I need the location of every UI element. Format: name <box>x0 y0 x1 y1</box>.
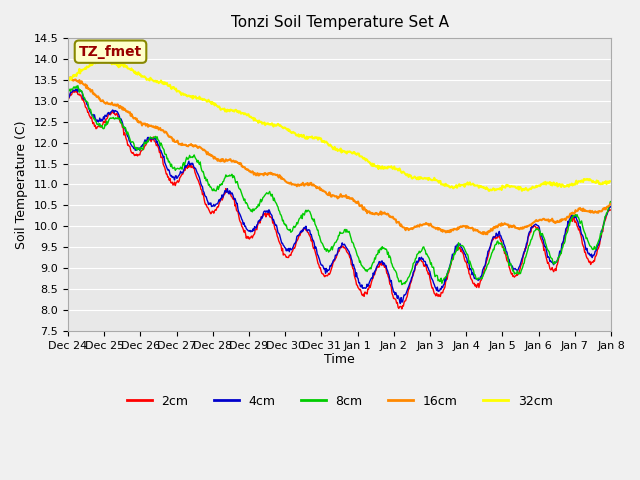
2cm <box>214 204 222 210</box>
Line: 4cm: 4cm <box>68 89 611 303</box>
4cm <box>214 199 222 205</box>
16cm <box>406 226 414 232</box>
8cm <box>407 269 415 275</box>
4cm <box>607 204 615 209</box>
16cm <box>131 115 138 121</box>
Title: Tonzi Soil Temperature Set A: Tonzi Soil Temperature Set A <box>230 15 449 30</box>
8cm <box>186 153 193 158</box>
4cm <box>74 89 82 95</box>
16cm <box>64 75 72 81</box>
2cm <box>607 207 615 213</box>
8cm <box>74 83 82 88</box>
Text: TZ_fmet: TZ_fmet <box>79 45 142 59</box>
4cm <box>75 86 83 92</box>
32cm <box>607 179 615 184</box>
32cm <box>486 188 493 194</box>
2cm <box>186 162 193 168</box>
32cm <box>131 70 138 76</box>
8cm <box>131 144 138 150</box>
16cm <box>422 220 430 226</box>
4cm <box>186 162 193 168</box>
4cm <box>423 262 431 267</box>
4cm <box>131 144 138 150</box>
2cm <box>64 96 72 102</box>
8cm <box>214 187 222 192</box>
32cm <box>100 56 108 62</box>
Line: 8cm: 8cm <box>68 85 611 285</box>
16cm <box>607 201 615 206</box>
2cm <box>398 306 406 312</box>
16cm <box>214 156 222 162</box>
Line: 16cm: 16cm <box>68 77 611 234</box>
2cm <box>423 267 431 273</box>
8cm <box>75 86 83 92</box>
Legend: 2cm, 4cm, 8cm, 16cm, 32cm: 2cm, 4cm, 8cm, 16cm, 32cm <box>122 390 557 413</box>
8cm <box>607 199 615 204</box>
16cm <box>186 142 193 148</box>
32cm <box>74 70 82 76</box>
Line: 2cm: 2cm <box>68 91 611 309</box>
Y-axis label: Soil Temperature (C): Soil Temperature (C) <box>15 120 28 249</box>
16cm <box>75 79 83 85</box>
8cm <box>423 251 431 257</box>
32cm <box>214 104 222 110</box>
32cm <box>422 176 430 181</box>
X-axis label: Time: Time <box>324 353 355 366</box>
Line: 32cm: 32cm <box>68 59 611 191</box>
16cm <box>67 74 75 80</box>
32cm <box>186 93 193 99</box>
2cm <box>131 153 138 158</box>
4cm <box>64 94 72 99</box>
2cm <box>407 280 415 286</box>
2cm <box>71 88 79 94</box>
32cm <box>406 173 414 179</box>
2cm <box>75 92 83 97</box>
8cm <box>64 87 72 93</box>
4cm <box>407 278 415 284</box>
8cm <box>398 282 406 288</box>
32cm <box>64 78 72 84</box>
16cm <box>483 231 491 237</box>
4cm <box>397 300 404 306</box>
